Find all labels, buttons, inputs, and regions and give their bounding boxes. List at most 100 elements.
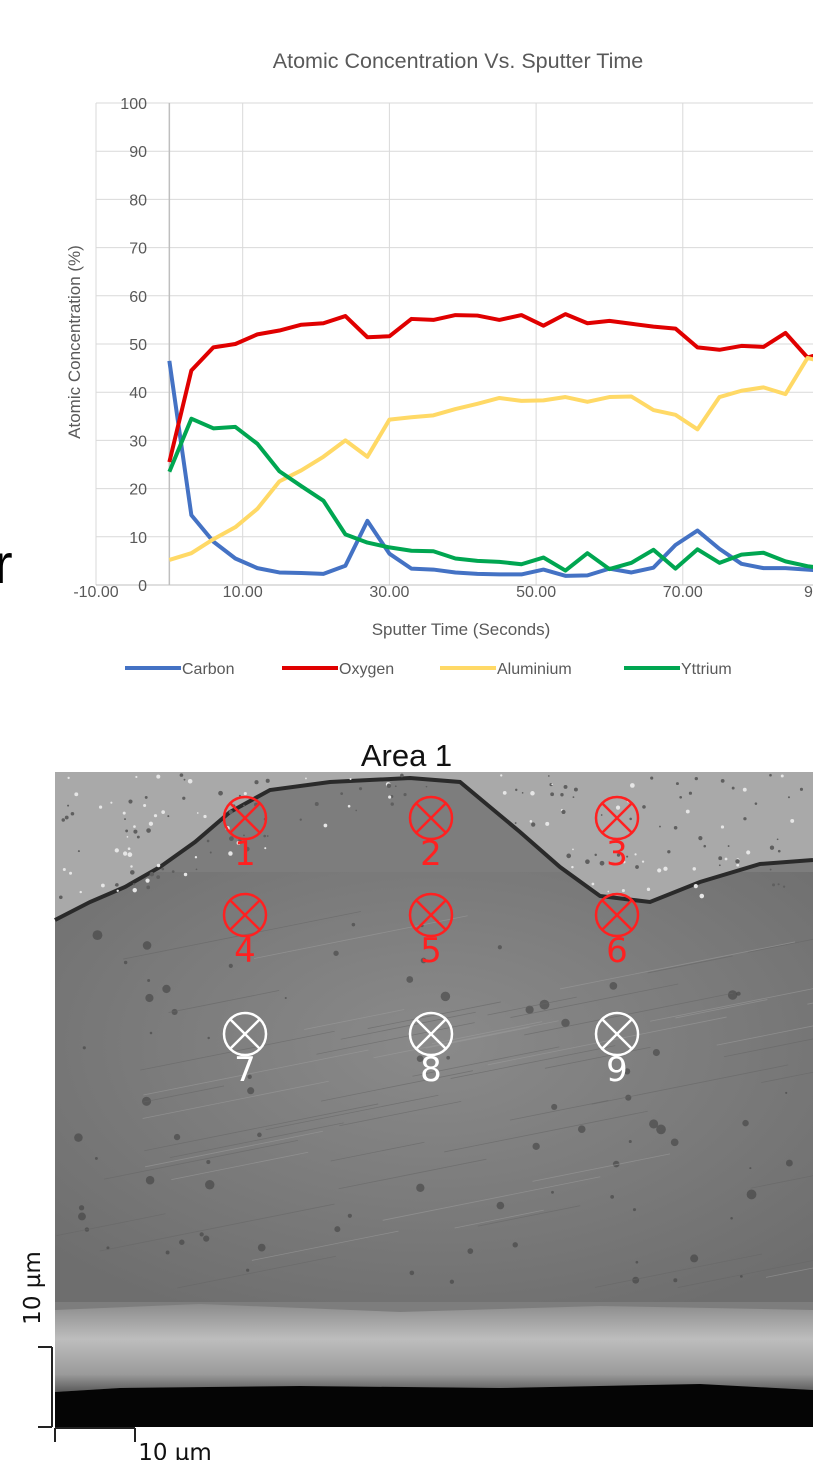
dark-spot (610, 1194, 615, 1199)
speckle (243, 804, 245, 807)
marker-cross (601, 899, 633, 931)
x-axis-ticks: -10.00 10.00 30.00 50.00 70.00 9 (73, 584, 813, 601)
speckle (130, 865, 133, 868)
sem-dark-bottom (55, 1384, 813, 1427)
speckle (243, 792, 247, 796)
dark-spot (228, 963, 233, 968)
analysis-marker-4: 4 (222, 892, 268, 971)
speckle (265, 778, 270, 783)
speckle (390, 802, 394, 806)
speckle (600, 814, 603, 816)
speckle (266, 835, 269, 837)
speckle (718, 864, 721, 867)
dark-spot (147, 978, 151, 982)
dark-spot (145, 993, 154, 1003)
cropped-text-fragment: r (0, 532, 13, 595)
dark-spot (149, 1031, 153, 1035)
speckle (349, 777, 352, 780)
speckle (615, 805, 621, 810)
speckle (572, 848, 574, 851)
speckle (693, 884, 698, 889)
speckle (77, 850, 80, 853)
dark-spot (736, 991, 741, 996)
speckle (630, 783, 635, 788)
speckle (616, 853, 621, 857)
dark-spot (727, 990, 738, 1000)
speckle (144, 795, 148, 799)
speckle (694, 776, 698, 781)
scratch (145, 1130, 323, 1168)
speckle (126, 835, 129, 838)
speckle (515, 788, 518, 792)
x-tick-label: 10.00 (223, 584, 263, 601)
y-tick-label: 50 (129, 337, 147, 354)
speckle (135, 775, 138, 779)
speckle (561, 809, 566, 815)
dark-spot (351, 922, 356, 927)
speckle (183, 872, 188, 877)
marker-circle (408, 795, 454, 841)
dark-spot (171, 1008, 178, 1015)
speckle (156, 774, 161, 779)
speckle (183, 778, 186, 781)
dark-spot (446, 1055, 450, 1060)
analysis-marker-7: 7 (222, 1011, 268, 1090)
y-tick-label: 70 (129, 241, 147, 258)
scratch (544, 1046, 651, 1069)
speckle (74, 792, 79, 797)
scratch (647, 955, 733, 974)
speckle (143, 803, 147, 808)
speckle (314, 801, 319, 806)
marker-circle (408, 1011, 454, 1057)
speckle (218, 790, 223, 796)
speckle (203, 814, 207, 819)
legend-label: Carbon (182, 661, 234, 678)
dark-spot (742, 1119, 749, 1127)
x-tick-label: 9 (804, 584, 813, 601)
speckle (641, 860, 645, 863)
scratch (716, 1025, 813, 1046)
dark-spot (532, 1142, 540, 1150)
dark-spot (94, 1156, 98, 1160)
speckle (127, 847, 131, 851)
speckle (769, 868, 772, 871)
speckle (629, 817, 632, 821)
speckle (742, 787, 747, 792)
speckle (720, 825, 725, 829)
scratch (56, 1213, 166, 1236)
dark-spot (205, 1180, 215, 1190)
dark-spot (440, 991, 451, 1002)
speckle (236, 841, 241, 845)
speckle (403, 792, 407, 797)
speckle (132, 887, 137, 893)
analysis-marker-8: 8 (408, 1011, 454, 1090)
marker-circle (222, 1011, 268, 1057)
speckle (599, 860, 605, 866)
sem-substrate-band (55, 1304, 813, 1392)
sem-top-edge (54, 775, 813, 922)
dark-spot (106, 1246, 110, 1250)
dark-spot (162, 984, 171, 994)
sem-surface-speckles (59, 773, 804, 1284)
dark-spot (785, 1159, 793, 1167)
speckle (566, 853, 572, 859)
dark-spot (334, 1226, 341, 1233)
dark-spot (406, 976, 414, 983)
speckle (62, 868, 66, 872)
speckle (61, 818, 65, 822)
y-tick-label: 90 (129, 144, 147, 161)
marker-label: 8 (420, 1050, 442, 1090)
speckle (130, 870, 135, 875)
speckle (194, 856, 198, 859)
speckle (400, 773, 404, 778)
dark-spot (409, 1270, 415, 1276)
speckle (688, 791, 693, 795)
scratch (177, 1255, 336, 1289)
speckle (777, 849, 781, 853)
marker-circle (594, 1011, 640, 1057)
dark-spot (173, 1133, 181, 1141)
scratch (765, 1267, 813, 1278)
speckle (206, 839, 210, 843)
y-tick-label: 80 (129, 192, 147, 209)
speckle (127, 852, 133, 857)
